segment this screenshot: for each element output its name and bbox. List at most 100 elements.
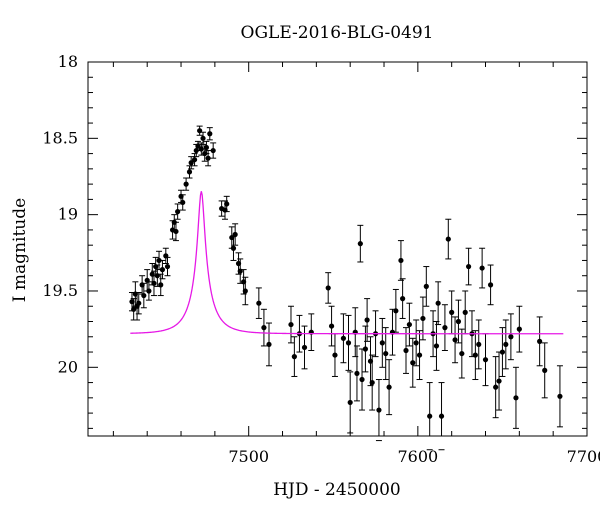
data-point xyxy=(513,395,519,401)
data-point xyxy=(195,143,201,149)
data-point xyxy=(445,236,451,242)
data-point xyxy=(542,367,548,373)
data-point xyxy=(340,335,347,341)
data-point xyxy=(557,393,563,399)
data-point xyxy=(420,315,426,322)
data-point xyxy=(452,337,458,343)
data-point xyxy=(180,199,186,206)
data-point xyxy=(242,288,248,294)
data-point xyxy=(516,326,522,332)
data-point xyxy=(291,354,297,360)
data-point xyxy=(146,288,152,294)
data-point xyxy=(266,341,272,348)
data-point xyxy=(482,357,489,363)
data-point xyxy=(379,340,385,346)
data-point xyxy=(410,360,416,366)
data-point xyxy=(442,325,448,331)
plot-area: 7500 7600 7700 18 18.5 19 19.5 20 xyxy=(42,52,600,466)
data-point xyxy=(465,263,472,270)
data-point xyxy=(131,306,137,312)
data-point xyxy=(427,413,433,419)
data-point xyxy=(256,300,262,306)
data-point xyxy=(332,352,338,358)
data-point xyxy=(462,309,468,315)
data-point xyxy=(476,341,482,348)
data-point xyxy=(173,228,179,235)
data-point xyxy=(156,257,162,264)
data-point xyxy=(207,131,213,137)
data-point xyxy=(164,263,171,270)
data-point xyxy=(136,300,142,306)
data-point xyxy=(205,155,211,161)
x-tick-label: 7600 xyxy=(397,447,438,466)
data-point xyxy=(191,157,198,163)
data-point xyxy=(433,343,440,349)
data-point xyxy=(499,349,506,355)
data-point xyxy=(479,265,485,271)
data-point xyxy=(345,340,352,346)
data-point xyxy=(357,241,363,247)
data-point xyxy=(455,318,462,325)
data-point xyxy=(508,334,514,340)
data-point xyxy=(151,280,157,286)
data-point xyxy=(400,296,406,302)
y-tick-label: 19.5 xyxy=(42,281,78,300)
data-point xyxy=(413,340,419,346)
model-curve xyxy=(130,191,564,335)
data-point xyxy=(416,352,423,358)
y-tick-label: 20 xyxy=(58,357,78,376)
data-point xyxy=(364,317,370,323)
data-point xyxy=(496,378,502,384)
data-point xyxy=(383,350,389,357)
data-point xyxy=(503,341,509,348)
data-point xyxy=(159,267,166,273)
data-point xyxy=(210,147,216,154)
data-point xyxy=(328,323,335,329)
data-point xyxy=(183,181,189,187)
data-point xyxy=(301,344,308,351)
x-tick-label: 7700 xyxy=(567,447,600,466)
data-point xyxy=(198,146,204,152)
data-point xyxy=(230,245,237,251)
x-axis-label: HJD - 2450000 xyxy=(273,480,401,500)
data-point xyxy=(141,292,147,299)
data-point xyxy=(369,379,375,386)
data-point xyxy=(188,160,194,166)
data-point xyxy=(487,282,494,288)
data-point xyxy=(224,201,230,207)
x-tick-label: 7500 xyxy=(228,447,269,466)
plot-frame xyxy=(87,61,588,437)
data-point xyxy=(472,352,478,358)
data-point xyxy=(362,346,369,352)
data-point xyxy=(438,413,445,419)
data-point xyxy=(288,321,294,328)
y-axis-label: I magnitude xyxy=(10,198,30,302)
data-point xyxy=(398,257,404,264)
data-point xyxy=(493,384,499,390)
data-point xyxy=(386,384,392,390)
data-point xyxy=(393,308,399,314)
data-point xyxy=(347,399,353,406)
data-point xyxy=(359,376,365,383)
chart-title: OGLE-2016-BLG-0491 xyxy=(241,23,434,43)
data-point xyxy=(449,309,455,315)
data-point xyxy=(232,231,238,238)
y-tick-label: 19 xyxy=(58,205,78,224)
data-point xyxy=(403,347,409,354)
data-point xyxy=(459,350,465,357)
data-point xyxy=(186,169,193,175)
y-tick-label: 18 xyxy=(58,52,78,71)
data-point xyxy=(435,300,441,306)
data-point xyxy=(537,338,543,344)
y-tick-label: 18.5 xyxy=(42,128,78,147)
data-point xyxy=(376,407,382,413)
data-point xyxy=(354,370,360,377)
data-point xyxy=(406,321,412,328)
data-point xyxy=(261,325,267,331)
data-point xyxy=(423,283,429,289)
data-point xyxy=(203,144,210,151)
data-point xyxy=(200,135,206,141)
data-point xyxy=(325,285,331,291)
